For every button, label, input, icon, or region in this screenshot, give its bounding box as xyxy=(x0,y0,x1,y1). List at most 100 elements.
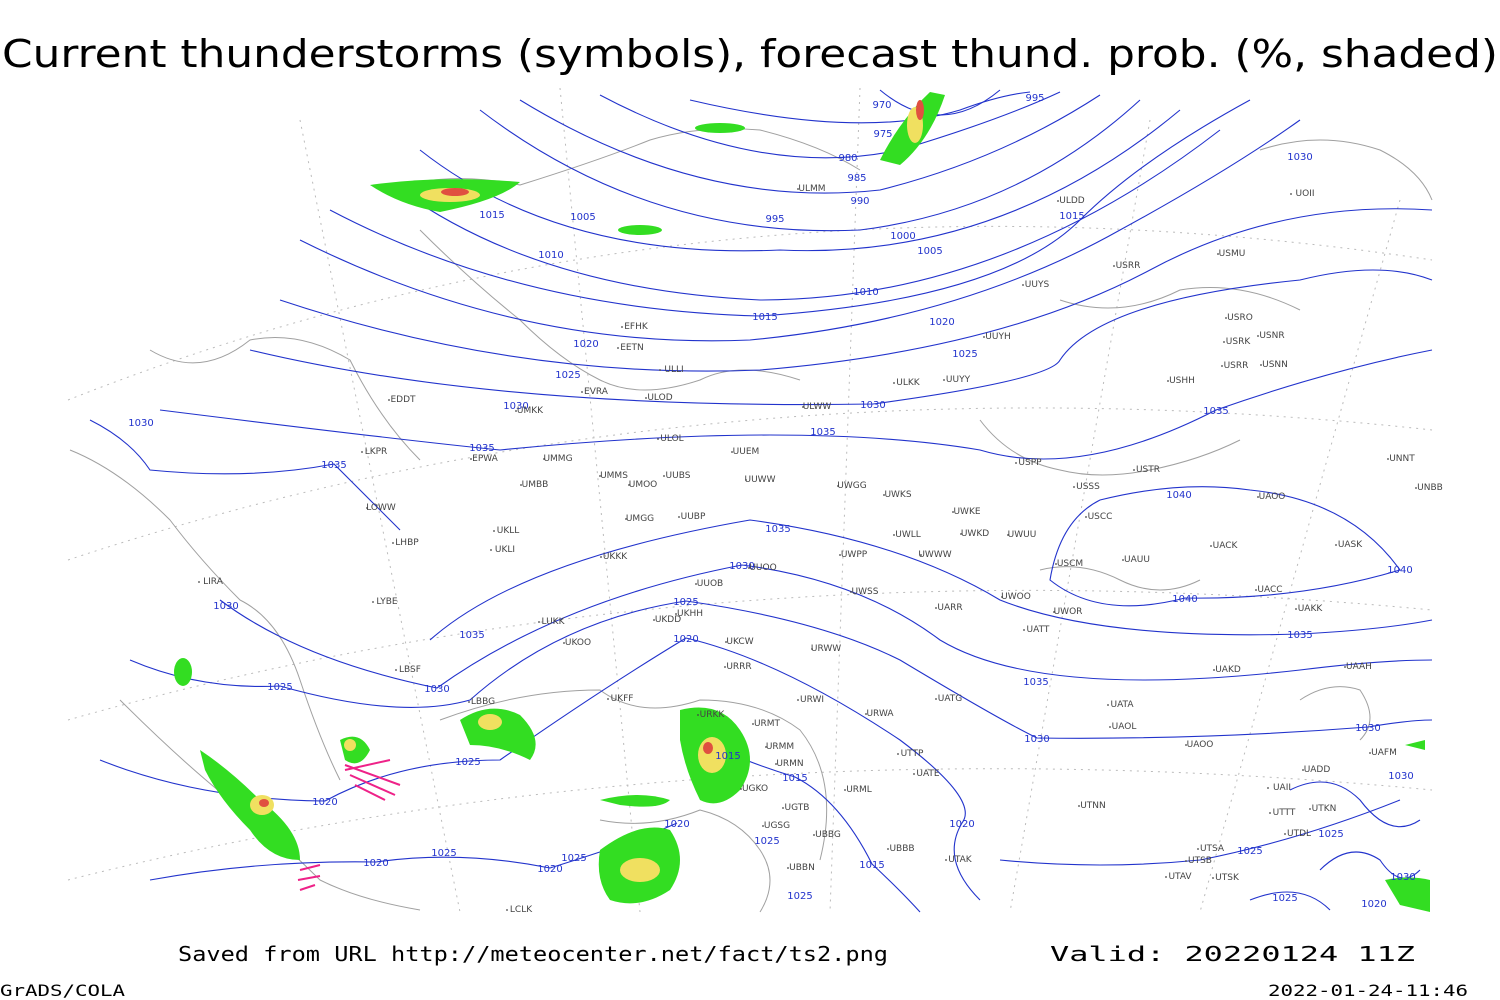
station-dot xyxy=(920,554,922,556)
station-label: UNNT xyxy=(1389,454,1415,464)
station-dot xyxy=(628,484,630,486)
station-dot xyxy=(752,723,754,725)
station-label: UTDL xyxy=(1287,829,1311,839)
station-dot xyxy=(850,591,852,593)
isobar-label: 1015 xyxy=(782,773,807,784)
station-label: UTSA xyxy=(1200,844,1225,854)
station-dot xyxy=(1335,544,1337,546)
isobar-label: 1015 xyxy=(1059,211,1084,222)
station-label: UMBB xyxy=(522,480,549,490)
station-label: UWKS xyxy=(884,490,911,500)
station-label: ULLI xyxy=(664,365,683,375)
station-label: UAUU xyxy=(1124,555,1150,565)
station-dot xyxy=(724,666,726,668)
station-dot xyxy=(392,542,394,544)
isobar-label: 1010 xyxy=(538,250,563,261)
station-dot xyxy=(887,848,889,850)
isobar-label: 1010 xyxy=(853,287,878,298)
station-dot xyxy=(811,648,813,650)
station-label: USNN xyxy=(1262,360,1288,370)
station-label: USCC xyxy=(1088,512,1113,522)
station-dot xyxy=(1001,596,1003,598)
isobar-label: 1025 xyxy=(673,597,698,608)
station-dot xyxy=(731,451,733,453)
station-label: UWUU xyxy=(1008,530,1037,540)
station-label: UAOL xyxy=(1112,722,1137,732)
station-label: USRK xyxy=(1226,337,1252,347)
isobar-label: 1015 xyxy=(479,210,504,221)
station-label: UTTT xyxy=(1273,808,1296,818)
station-dot xyxy=(893,534,895,536)
isobar-labels: 9709759809859909959951000100510101015101… xyxy=(128,93,1415,910)
station-dot xyxy=(1257,335,1259,337)
station-label: EVRA xyxy=(584,387,609,397)
station-label: UKKK xyxy=(603,552,628,562)
station-dot xyxy=(657,438,659,440)
station-dot xyxy=(839,554,841,556)
station-dot xyxy=(581,391,583,393)
station-dot xyxy=(617,347,619,349)
station-label: UOII xyxy=(1296,189,1315,199)
station-dot xyxy=(960,533,962,535)
station-label: URMT xyxy=(754,719,781,729)
station-dot xyxy=(1185,860,1187,862)
station-label: EETN xyxy=(620,343,644,353)
station-label: UWLL xyxy=(895,530,921,540)
isobar-label: 1025 xyxy=(1237,846,1262,857)
station-dot xyxy=(883,494,885,496)
station-label: UBBG xyxy=(815,830,841,840)
isobar-label: 1025 xyxy=(754,836,779,847)
map-area: 9709759809859909959951000100510101015101… xyxy=(67,87,1443,915)
station-label: UAAH xyxy=(1346,662,1372,672)
isobar-label: 1020 xyxy=(673,634,698,645)
station-label: LIRA xyxy=(203,577,224,587)
station-label: LHBP xyxy=(395,538,419,548)
station-dot xyxy=(599,475,601,477)
isobar-label: 1030 xyxy=(1287,152,1312,163)
station-dot xyxy=(913,773,915,775)
station-dot xyxy=(1122,559,1124,561)
station-dot xyxy=(1023,629,1025,631)
station-dot xyxy=(1225,317,1227,319)
station-dot xyxy=(1165,876,1167,878)
isobar-label: 1025 xyxy=(952,349,977,360)
station-label: EFHK xyxy=(624,322,649,332)
station-label: LBBG xyxy=(471,697,495,707)
station-dot xyxy=(844,789,846,791)
station-dot xyxy=(538,621,540,623)
station-dot xyxy=(1260,364,1262,366)
station-dot xyxy=(1221,365,1223,367)
station-label: USRR xyxy=(1116,261,1141,271)
isobar-label: 995 xyxy=(1025,93,1044,104)
station-label: UAOO xyxy=(1187,740,1214,750)
station-label: UATG xyxy=(938,694,963,704)
station-dot xyxy=(1085,516,1087,518)
station-dot xyxy=(653,619,655,621)
station-label: LCLK xyxy=(510,905,533,915)
station-dot xyxy=(725,641,727,643)
station-label: USRR xyxy=(1224,361,1249,371)
station-dot xyxy=(372,601,374,603)
station-dot xyxy=(1167,380,1169,382)
station-dot xyxy=(797,188,799,190)
isobar-label: 1035 xyxy=(469,443,494,454)
station-dot xyxy=(678,516,680,518)
station-dot xyxy=(1107,704,1109,706)
station-dot xyxy=(395,669,397,671)
isobar-label: 970 xyxy=(872,100,891,111)
station-label: URRR xyxy=(726,662,751,672)
station-dot xyxy=(1257,496,1259,498)
isobar-label: 1015 xyxy=(752,312,777,323)
isobar-label: 1035 xyxy=(1023,677,1048,688)
station-label: UUYY xyxy=(946,375,971,385)
station-label: UATE xyxy=(916,769,940,779)
isobar-label: 1030 xyxy=(1390,872,1415,883)
station-label: USRO xyxy=(1227,313,1253,323)
station-dot xyxy=(515,410,517,412)
station-label: UAII xyxy=(1273,783,1291,793)
station-dot xyxy=(607,698,609,700)
station-label: URWA xyxy=(866,709,894,719)
station-dot xyxy=(935,698,937,700)
valid-time: Valid: 20220124 11Z xyxy=(1050,942,1415,966)
station-label: LUKK xyxy=(542,617,566,627)
